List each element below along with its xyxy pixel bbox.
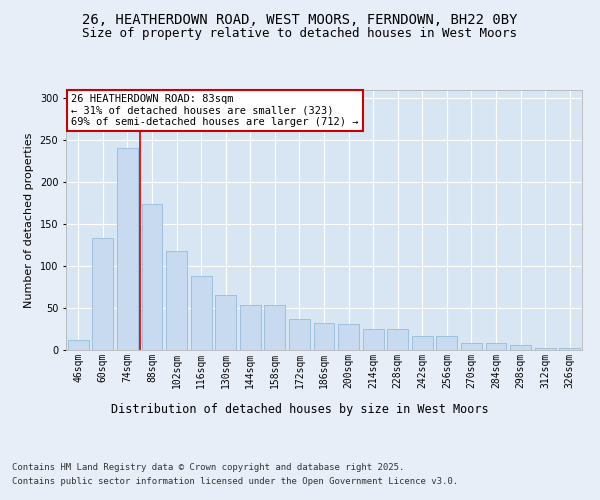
Bar [338, 324, 359, 350]
Bar [387, 329, 408, 350]
Bar [240, 304, 261, 350]
Text: 26 HEATHERDOWN ROAD: 83sqm
← 31% of detached houses are smaller (323)
69% of sem: 26 HEATHERDOWN ROAD: 83sqm ← 31% of deta… [71, 94, 359, 127]
Bar [314, 323, 334, 350]
Text: Contains public sector information licensed under the Open Government Licence v3: Contains public sector information licen… [12, 478, 458, 486]
Text: Distribution of detached houses by size in West Moors: Distribution of detached houses by size … [111, 402, 489, 415]
Text: 26, HEATHERDOWN ROAD, WEST MOORS, FERNDOWN, BH22 0BY: 26, HEATHERDOWN ROAD, WEST MOORS, FERNDO… [82, 12, 518, 26]
Text: Contains HM Land Registry data © Crown copyright and database right 2025.: Contains HM Land Registry data © Crown c… [12, 462, 404, 471]
Bar [559, 348, 580, 350]
Bar [461, 344, 482, 350]
Y-axis label: Number of detached properties: Number of detached properties [24, 132, 34, 308]
Bar [485, 344, 506, 350]
Bar [68, 340, 89, 350]
Bar [510, 345, 531, 350]
Bar [436, 336, 457, 350]
Bar [362, 329, 383, 350]
Text: Size of property relative to detached houses in West Moors: Size of property relative to detached ho… [83, 28, 517, 40]
Bar [117, 148, 138, 350]
Bar [191, 276, 212, 350]
Bar [289, 319, 310, 350]
Bar [142, 204, 163, 350]
Bar [412, 336, 433, 350]
Bar [265, 304, 286, 350]
Bar [215, 294, 236, 350]
Bar [166, 251, 187, 350]
Bar [92, 238, 113, 350]
Bar [535, 348, 556, 350]
